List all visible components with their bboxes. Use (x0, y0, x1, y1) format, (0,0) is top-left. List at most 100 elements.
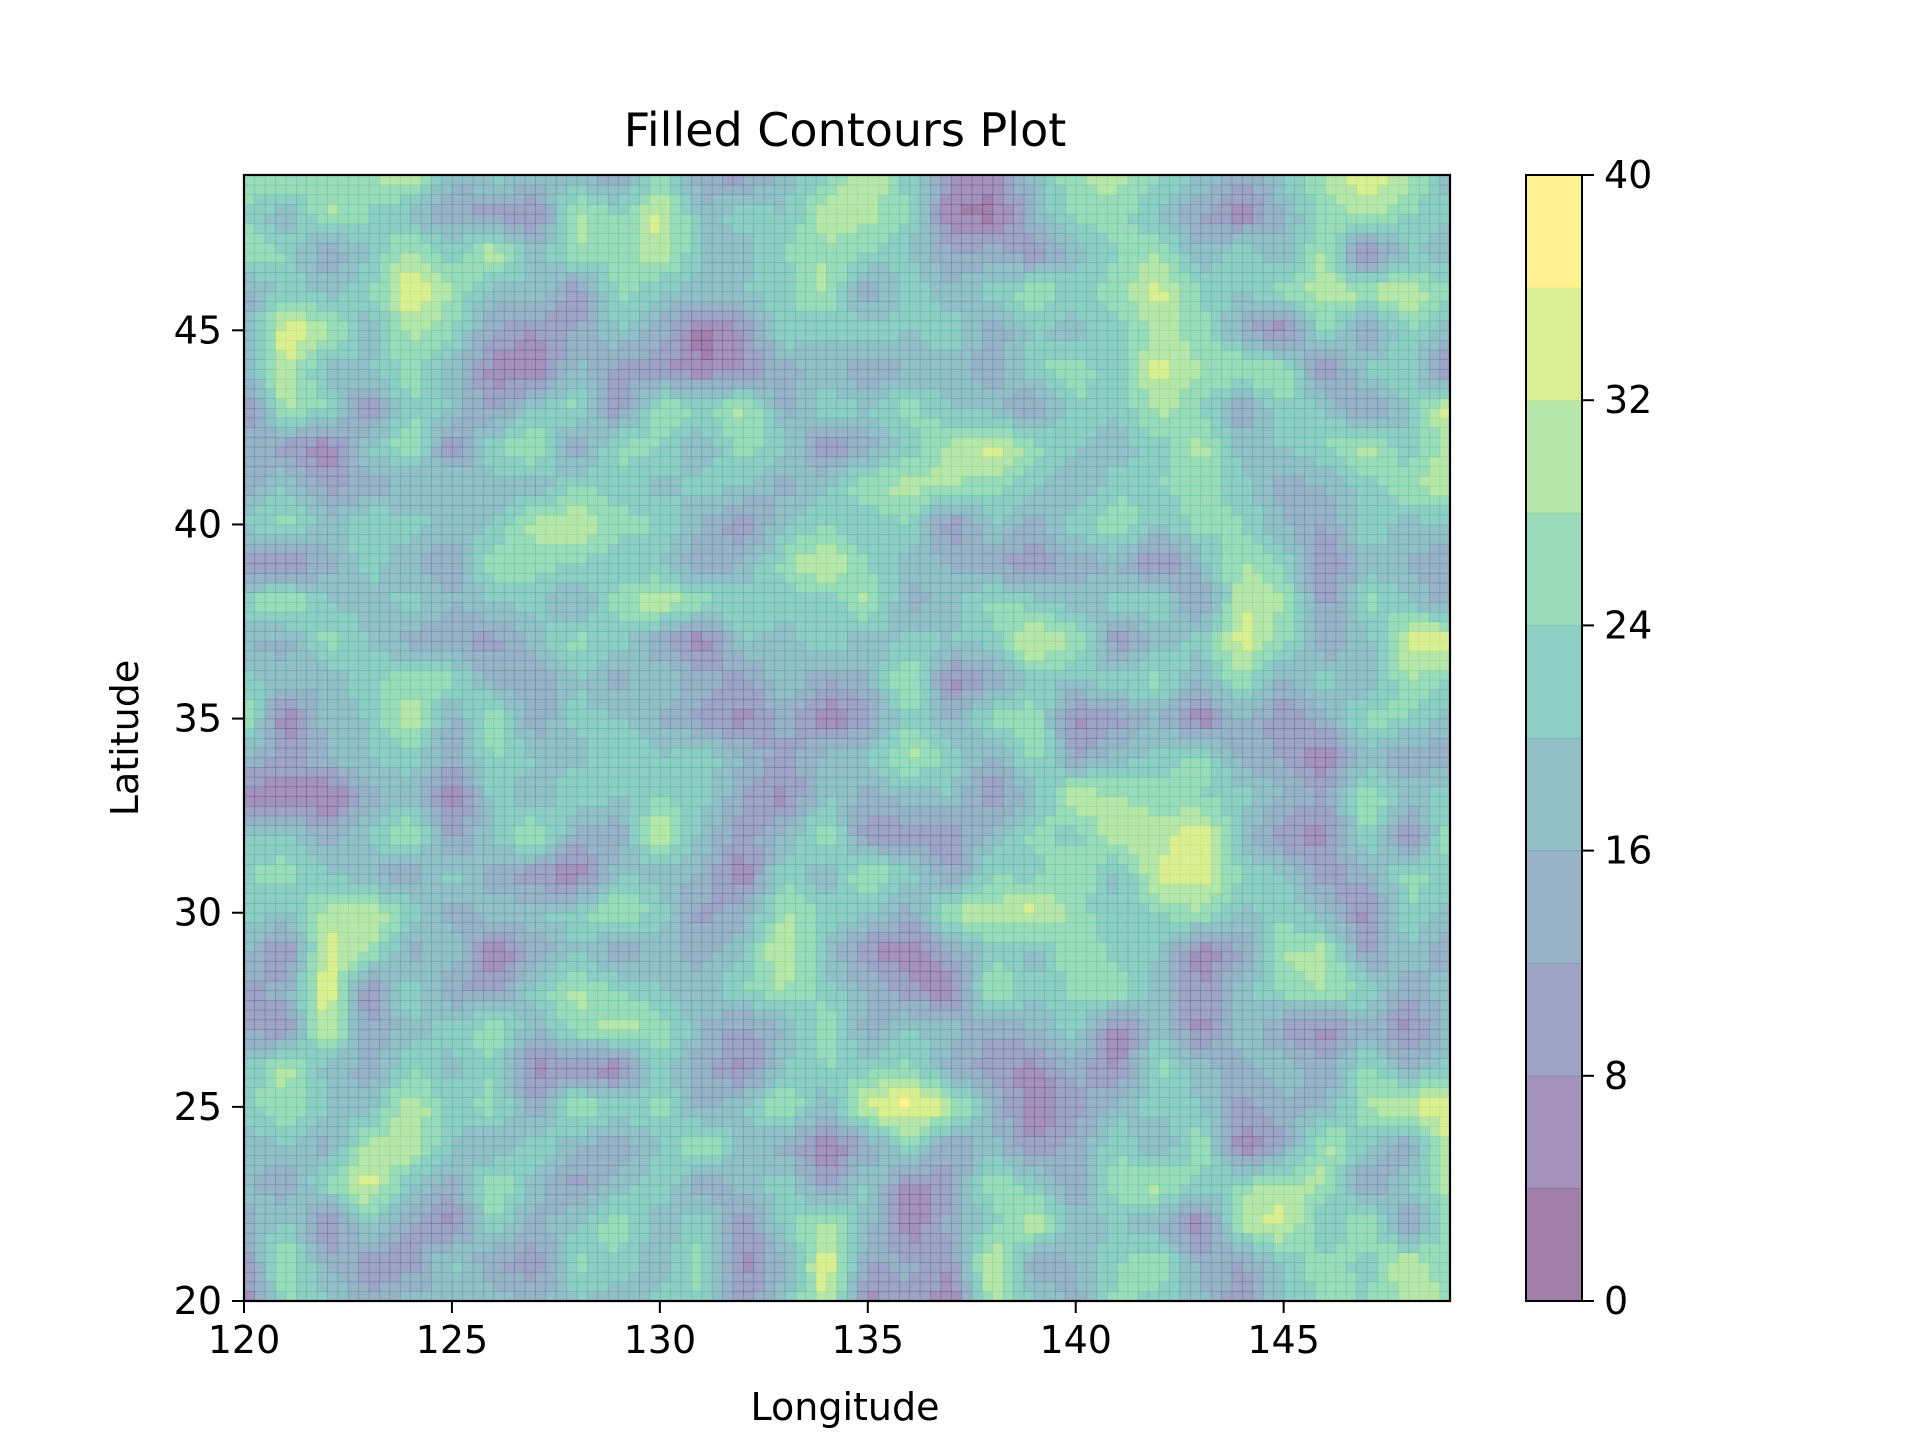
contour-cell (1242, 1203, 1254, 1215)
contour-cell (618, 1077, 630, 1089)
contour-cell (732, 1116, 744, 1127)
contour-cell (649, 1184, 661, 1195)
contour-cell (691, 980, 703, 991)
contour-cell (1190, 1087, 1202, 1098)
contour-cell (1387, 1116, 1399, 1127)
contour-cell (1304, 941, 1316, 953)
contour-cell (431, 903, 443, 914)
contour-cell (1273, 1058, 1285, 1069)
contour-cell (275, 1281, 287, 1292)
contour-cell (1138, 912, 1150, 924)
contour-cell (1418, 1087, 1430, 1098)
contour-cell (566, 1077, 578, 1089)
contour-cell (930, 1029, 942, 1040)
contour-cell (1418, 1281, 1430, 1292)
contour-cell (514, 1000, 526, 1011)
contour-cell (597, 1097, 609, 1108)
contour-cell (483, 1165, 495, 1176)
contour-cell (795, 1038, 807, 1050)
contour-cell (1190, 980, 1202, 991)
contour-cell (1117, 1077, 1129, 1089)
contour-cell (961, 893, 973, 904)
contour-cell (493, 1126, 505, 1137)
contour-cell (950, 1271, 962, 1283)
contour-cell (919, 1068, 931, 1079)
contour-cell (847, 1009, 858, 1021)
contour-cell (399, 1184, 411, 1195)
contour-cell (441, 883, 453, 894)
contour-cell (701, 1271, 713, 1283)
contour-cell (1439, 1252, 1450, 1263)
contour-cell (680, 1029, 692, 1040)
contour-cell (795, 1068, 807, 1079)
contour-cell (1002, 1038, 1014, 1050)
contour-cell (743, 1281, 755, 1292)
contour-cell (628, 1077, 640, 1089)
contour-cell (930, 883, 942, 894)
contour-cell (244, 1087, 255, 1098)
contour-cell (795, 961, 807, 972)
contour-cell (1117, 1262, 1129, 1273)
contour-cell (1335, 941, 1347, 953)
contour-cell (306, 1077, 318, 1089)
contour-cell (743, 1174, 755, 1186)
contour-cell (701, 1165, 713, 1176)
contour-cell (275, 961, 287, 972)
contour-cell (1252, 1194, 1264, 1205)
contour-cell (244, 1165, 255, 1176)
contour-cell (1190, 1223, 1202, 1234)
contour-cell (389, 883, 401, 894)
contour-cell (1210, 1213, 1222, 1224)
contour-cell (1429, 1291, 1441, 1301)
contour-cell (566, 1281, 578, 1292)
contour-cell (1314, 1029, 1326, 1040)
contour-cell (1346, 1058, 1358, 1069)
contour-cell (1377, 1029, 1389, 1040)
contour-cell (639, 990, 651, 1001)
contour-cell (275, 970, 287, 982)
contour-cell (1106, 922, 1118, 933)
contour-cell (774, 1213, 786, 1224)
contour-cell (909, 1048, 921, 1059)
contour-cell (1054, 912, 1066, 924)
contour-cell (524, 941, 536, 953)
contour-cell (919, 1174, 931, 1186)
contour-cell (1398, 1233, 1410, 1244)
contour-cell (295, 1271, 307, 1283)
contour-cell (535, 912, 547, 924)
contour-cell (1262, 1038, 1274, 1050)
contour-cell (1335, 1038, 1347, 1050)
contour-cell (1429, 1048, 1441, 1059)
contour-cell (711, 883, 723, 894)
contour-cell (472, 1165, 484, 1176)
contour-cell (1325, 970, 1337, 982)
contour-cell (1086, 893, 1098, 904)
contour-cell (743, 1291, 755, 1301)
contour-cell (327, 932, 339, 943)
contour-cell (1106, 893, 1118, 904)
contour-cell (639, 1281, 651, 1292)
contour-cell (1387, 1242, 1399, 1254)
contour-cell (1034, 1058, 1046, 1069)
contour-cell (1054, 1029, 1066, 1040)
contour-cell (264, 1068, 276, 1079)
contour-cell (1325, 1213, 1337, 1224)
contour-cell (285, 1048, 297, 1059)
contour-cell (701, 1242, 713, 1254)
contour-cell (711, 1281, 723, 1292)
contour-cell (264, 961, 276, 972)
contour-cell (680, 970, 692, 982)
contour-cell (1013, 1106, 1025, 1118)
contour-cell (1377, 951, 1389, 962)
contour-cell (1408, 1184, 1420, 1195)
contour-cell (670, 1252, 682, 1263)
contour-cell (753, 1000, 765, 1011)
contour-cell (1138, 961, 1150, 972)
contour-cell (1169, 941, 1181, 953)
contour-cell (337, 1252, 349, 1263)
contour-cell (628, 1048, 640, 1059)
contour-cell (503, 1029, 515, 1040)
contour-cell (1054, 883, 1066, 894)
contour-cell (1294, 1058, 1306, 1069)
contour-cell (826, 1233, 838, 1244)
